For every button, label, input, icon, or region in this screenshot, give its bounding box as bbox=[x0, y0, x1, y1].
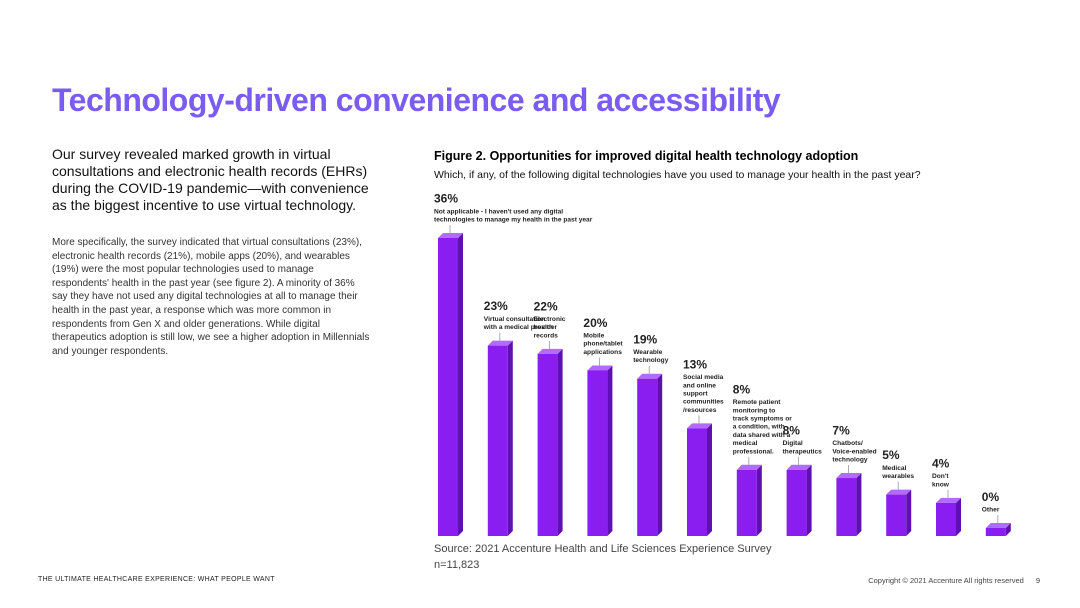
bar-top bbox=[985, 523, 1011, 528]
bar bbox=[438, 238, 458, 536]
bar bbox=[736, 469, 757, 536]
category-label: wearables bbox=[881, 473, 914, 480]
bar-side bbox=[806, 464, 812, 536]
category-label: professional. bbox=[733, 448, 774, 455]
value-label: 36% bbox=[434, 192, 458, 206]
bar bbox=[936, 502, 956, 536]
value-label: 7% bbox=[832, 423, 850, 437]
category-label: Chatbots/ bbox=[832, 440, 863, 447]
category-label: monitoring to bbox=[733, 407, 775, 414]
value-label: 5% bbox=[882, 448, 900, 462]
category-label: Wearable bbox=[633, 349, 663, 356]
category-label: Digital bbox=[783, 440, 803, 447]
category-label: Mobile bbox=[583, 333, 604, 340]
category-label: with a medical provider bbox=[483, 324, 558, 331]
bar bbox=[786, 469, 807, 536]
category-label: Don't bbox=[932, 473, 949, 480]
category-label: Virtual consultation bbox=[484, 316, 545, 323]
bar-top bbox=[438, 233, 463, 238]
figure-question: Which, if any, of the following digital … bbox=[434, 169, 921, 181]
bar-top bbox=[487, 340, 513, 346]
lead-paragraph: Our survey revealed marked growth in vir… bbox=[52, 146, 369, 213]
category-label: technology bbox=[832, 457, 868, 464]
footer-copyright-block: Copyright © 2021 Accenture All rights re… bbox=[868, 576, 1040, 585]
bar-top bbox=[637, 373, 663, 379]
category-label: Electronic bbox=[534, 316, 566, 323]
bar bbox=[637, 378, 658, 536]
bar-side bbox=[657, 373, 663, 536]
bar-side bbox=[507, 340, 513, 536]
bar-top bbox=[587, 365, 613, 371]
bar bbox=[985, 528, 1006, 536]
bar bbox=[836, 478, 857, 536]
category-label: technology bbox=[633, 357, 669, 364]
bar-side bbox=[607, 365, 613, 536]
bar-side bbox=[1005, 523, 1011, 536]
figure-source: Source: 2021 Accenture Health and Life S… bbox=[434, 543, 772, 555]
figure-title: Figure 2. Opportunities for improved dig… bbox=[434, 149, 859, 163]
category-label: data shared with a bbox=[733, 432, 791, 439]
value-label: 23% bbox=[484, 299, 508, 313]
bar-top bbox=[537, 348, 563, 354]
page-number: 9 bbox=[1035, 576, 1040, 585]
category-label: Medical bbox=[882, 465, 906, 472]
value-label: 8% bbox=[783, 423, 801, 437]
bar bbox=[537, 353, 558, 536]
category-label: a condition, with bbox=[733, 424, 785, 431]
category-label: Social media bbox=[683, 374, 724, 381]
category-label: medical bbox=[733, 440, 758, 447]
category-label: /resources bbox=[683, 407, 717, 414]
category-label: know bbox=[932, 481, 950, 488]
bar-side bbox=[458, 233, 463, 536]
category-label: communities bbox=[683, 399, 724, 406]
body-paragraph: More specifically, the survey indicated … bbox=[52, 237, 370, 357]
category-label: track symptoms or bbox=[733, 415, 792, 422]
bar-top bbox=[836, 473, 862, 479]
bar-top bbox=[886, 489, 912, 495]
bar-side bbox=[956, 497, 961, 536]
bar bbox=[587, 370, 608, 536]
sample-size: n=11,823 bbox=[434, 559, 480, 571]
value-label: 8% bbox=[733, 382, 751, 396]
bar-top bbox=[786, 464, 812, 470]
value-label: 20% bbox=[583, 316, 607, 330]
bar-top bbox=[687, 423, 712, 429]
value-label: 13% bbox=[683, 357, 707, 371]
category-label: Other bbox=[982, 507, 1000, 514]
category-label: support bbox=[683, 390, 708, 397]
category-label: Voice-enabled bbox=[832, 448, 876, 455]
category-label: records bbox=[534, 332, 559, 339]
category-label: health bbox=[534, 324, 553, 331]
bar-top bbox=[736, 464, 762, 470]
category-label: therapeutics bbox=[783, 448, 823, 455]
bar-side bbox=[756, 464, 762, 536]
bar-top bbox=[936, 497, 961, 503]
value-label: 4% bbox=[932, 456, 950, 470]
footer-report-title: THE ULTIMATE HEALTHCARE EXPERIENCE: WHAT… bbox=[38, 576, 275, 583]
bar bbox=[487, 345, 508, 536]
page-title: Technology-driven convenience and access… bbox=[52, 82, 781, 118]
category-label: applications bbox=[583, 349, 622, 356]
bar bbox=[687, 428, 707, 536]
bar-side bbox=[856, 473, 862, 536]
bar-side bbox=[707, 423, 712, 536]
bar bbox=[886, 494, 907, 536]
footer-copyright: Copyright © 2021 Accenture All rights re… bbox=[868, 576, 1024, 585]
category-label: and online bbox=[683, 382, 716, 389]
bar-side bbox=[557, 348, 563, 536]
bar-side bbox=[906, 489, 912, 536]
value-label: 22% bbox=[534, 299, 558, 313]
category-label: phone/tablet bbox=[583, 341, 623, 348]
value-label: 19% bbox=[633, 332, 657, 346]
value-label: 0% bbox=[982, 490, 1000, 504]
category-label: technologies to manage my health in the … bbox=[434, 217, 593, 224]
category-label: Not applicable - I haven't used any digi… bbox=[434, 208, 563, 215]
category-label: Remote patient bbox=[733, 399, 781, 406]
